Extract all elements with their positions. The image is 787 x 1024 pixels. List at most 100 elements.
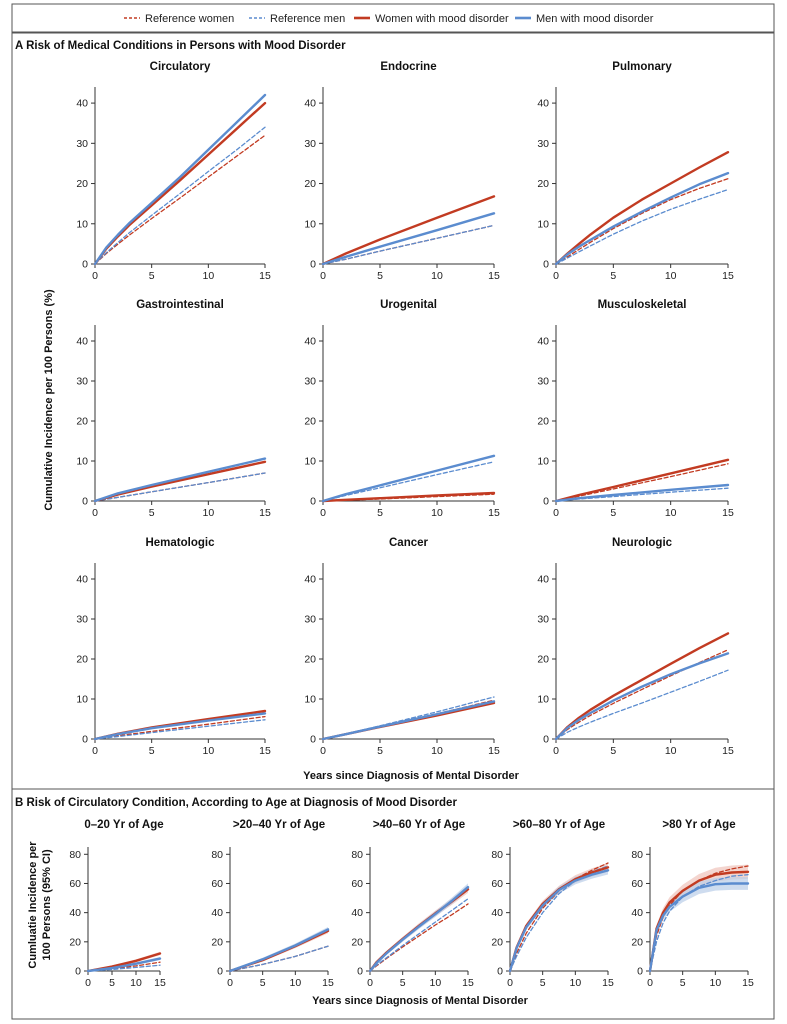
series-line-mm xyxy=(554,483,730,503)
x-tick-label: 5 xyxy=(109,977,115,989)
y-tick-label: 10 xyxy=(537,218,549,230)
y-tick-label: 80 xyxy=(69,849,81,861)
x-tick-label: 0 xyxy=(92,507,98,519)
chart-age4: >60–80 Yr of Age 0 20 40 60 80 0 5 10 15 xyxy=(491,819,614,989)
y-tick-label: 20 xyxy=(631,936,643,948)
x-tick-label: 0 xyxy=(227,977,233,989)
series-line-mm xyxy=(554,652,730,741)
y-tick-label: 0 xyxy=(310,734,316,746)
legend-women-mood: Women with mood disorder xyxy=(375,13,509,25)
y-tick-label: 20 xyxy=(491,936,503,948)
y-tick-label: 10 xyxy=(304,694,316,706)
chart-circ: Circulatory 0 10 20 30 40 0 5 10 15 xyxy=(76,61,271,282)
series-line-mm xyxy=(93,457,267,503)
x-tick-label: 10 xyxy=(429,977,441,989)
y-tick-label: 40 xyxy=(69,907,81,919)
y-tick-label: 20 xyxy=(537,416,549,428)
y-tick-label: 30 xyxy=(537,614,549,626)
x-tick-label: 15 xyxy=(259,745,271,757)
legend: Reference women Reference men Women with… xyxy=(124,13,654,25)
chart-title: >20–40 Yr of Age xyxy=(233,819,325,831)
y-tick-label: 0 xyxy=(497,966,503,978)
y-tick-label: 80 xyxy=(351,849,363,861)
x-tick-label: 5 xyxy=(377,507,383,519)
y-tick-label: 80 xyxy=(631,849,643,861)
x-tick-label: 5 xyxy=(610,745,616,757)
y-tick-label: 0 xyxy=(82,259,88,271)
ci-band-mm xyxy=(510,866,608,971)
y-tick-label: 20 xyxy=(304,654,316,666)
panel-a-ylabel: Cumulative Incidence per 100 Persons (%) xyxy=(43,289,55,511)
x-tick-label: 15 xyxy=(722,507,734,519)
chart-title: Hematologic xyxy=(145,537,215,549)
series-line-rm xyxy=(94,719,266,740)
x-tick-label: 15 xyxy=(742,977,754,989)
y-tick-label: 10 xyxy=(304,456,316,468)
x-tick-label: 5 xyxy=(377,745,383,757)
x-tick-label: 0 xyxy=(85,977,91,989)
x-tick-label: 10 xyxy=(130,977,142,989)
x-tick-label: 0 xyxy=(320,270,326,282)
series-line-rw xyxy=(94,715,266,740)
series-line-wm xyxy=(554,458,730,503)
panel-a-title: A Risk of Medical Conditions in Persons … xyxy=(15,40,346,52)
charts: Circulatory 0 10 20 30 40 0 5 10 15 Endocrine 0 10 20… xyxy=(69,61,754,989)
y-tick-label: 40 xyxy=(76,574,88,586)
series-line-rm xyxy=(369,898,469,972)
series-line-mm xyxy=(86,957,162,973)
y-tick-label: 30 xyxy=(304,376,316,388)
x-tick-label: 5 xyxy=(260,977,266,989)
y-tick-label: 40 xyxy=(211,907,223,919)
y-tick-label: 0 xyxy=(310,496,316,508)
x-tick-label: 15 xyxy=(722,745,734,757)
y-tick-label: 0 xyxy=(543,496,549,508)
y-tick-label: 30 xyxy=(537,376,549,388)
y-tick-label: 20 xyxy=(76,416,88,428)
y-tick-label: 60 xyxy=(351,878,363,890)
series-line-mm xyxy=(93,712,267,741)
y-tick-label: 10 xyxy=(537,694,549,706)
x-tick-label: 10 xyxy=(431,745,443,757)
series-line-mm xyxy=(648,882,750,973)
y-tick-label: 40 xyxy=(537,98,549,110)
x-tick-label: 0 xyxy=(92,270,98,282)
x-tick-label: 5 xyxy=(540,977,546,989)
y-tick-label: 10 xyxy=(76,694,88,706)
x-tick-label: 10 xyxy=(569,977,581,989)
series-line-rw xyxy=(369,903,469,972)
x-tick-label: 10 xyxy=(665,507,677,519)
x-tick-label: 15 xyxy=(154,977,166,989)
y-tick-label: 0 xyxy=(75,966,81,978)
y-tick-label: 60 xyxy=(491,878,503,890)
chart-title: >40–60 Yr of Age xyxy=(373,819,465,831)
x-tick-label: 10 xyxy=(289,977,301,989)
series-line-rw xyxy=(94,134,266,265)
series-line-rm xyxy=(649,874,749,972)
series-line-rm xyxy=(87,964,161,972)
y-tick-label: 30 xyxy=(76,614,88,626)
x-tick-label: 0 xyxy=(367,977,373,989)
y-tick-label: 20 xyxy=(76,178,88,190)
x-tick-label: 0 xyxy=(320,745,326,757)
y-tick-label: 60 xyxy=(69,878,81,890)
y-tick-label: 60 xyxy=(631,878,643,890)
x-tick-label: 0 xyxy=(92,745,98,757)
panel-b-frame xyxy=(11,788,775,1020)
chart-title: >60–80 Yr of Age xyxy=(513,819,605,831)
y-tick-label: 0 xyxy=(543,734,549,746)
x-tick-label: 10 xyxy=(665,270,677,282)
series-line-rm xyxy=(509,865,609,972)
y-tick-label: 0 xyxy=(82,496,88,508)
series-line-mm xyxy=(228,928,330,973)
x-tick-label: 10 xyxy=(202,270,214,282)
series-line-rm xyxy=(555,188,729,265)
x-tick-label: 0 xyxy=(553,507,559,519)
legend-men-mood: Men with mood disorder xyxy=(536,13,654,25)
x-tick-label: 15 xyxy=(259,270,271,282)
panel-b-ylabel-line2: 100 Persons (95% CI) xyxy=(41,849,53,961)
chart-age5: >80 Yr of Age 0 20 40 60 80 0 5 10 15 xyxy=(631,819,754,989)
x-tick-label: 10 xyxy=(709,977,721,989)
y-tick-label: 30 xyxy=(76,376,88,388)
chart-title: 0–20 Yr of Age xyxy=(84,819,163,831)
